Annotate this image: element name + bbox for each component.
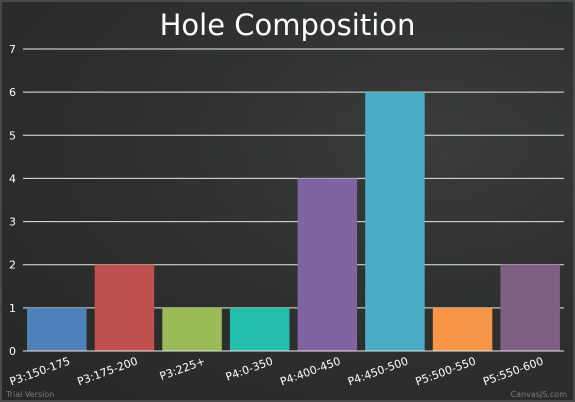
y-tick-label: 3 [9, 216, 16, 229]
y-tick-label: 2 [9, 259, 16, 272]
bar [94, 264, 155, 351]
watermark-left: Trial Version [6, 390, 55, 399]
y-tick-label: 7 [9, 43, 16, 56]
bar [500, 264, 560, 351]
bar [229, 307, 290, 351]
x-category-label: P4:0-350 [224, 355, 275, 384]
x-category-label: P5:550-600 [481, 355, 545, 389]
x-category-label: P5:500-550 [414, 355, 478, 389]
chart-title: Hole Composition [159, 8, 416, 42]
bar [27, 307, 87, 351]
x-category-label: P4:400-450 [278, 355, 342, 389]
bar [162, 307, 222, 351]
y-tick-label: 4 [9, 172, 16, 185]
bar [432, 307, 493, 351]
y-tick-label: 0 [9, 345, 16, 358]
x-category-label: P3:150-175 [8, 355, 72, 389]
y-tick-label: 6 [9, 86, 16, 99]
x-category-label: P4:450-500 [346, 355, 410, 389]
bar [365, 92, 425, 352]
x-category-label: P3:225+ [158, 355, 207, 383]
y-tick-label: 5 [9, 129, 16, 142]
watermark-right: CanvasJS.com [510, 390, 567, 399]
bar [297, 178, 358, 351]
y-tick-label: 1 [9, 302, 16, 315]
x-category-label: P3:175-200 [76, 355, 140, 389]
